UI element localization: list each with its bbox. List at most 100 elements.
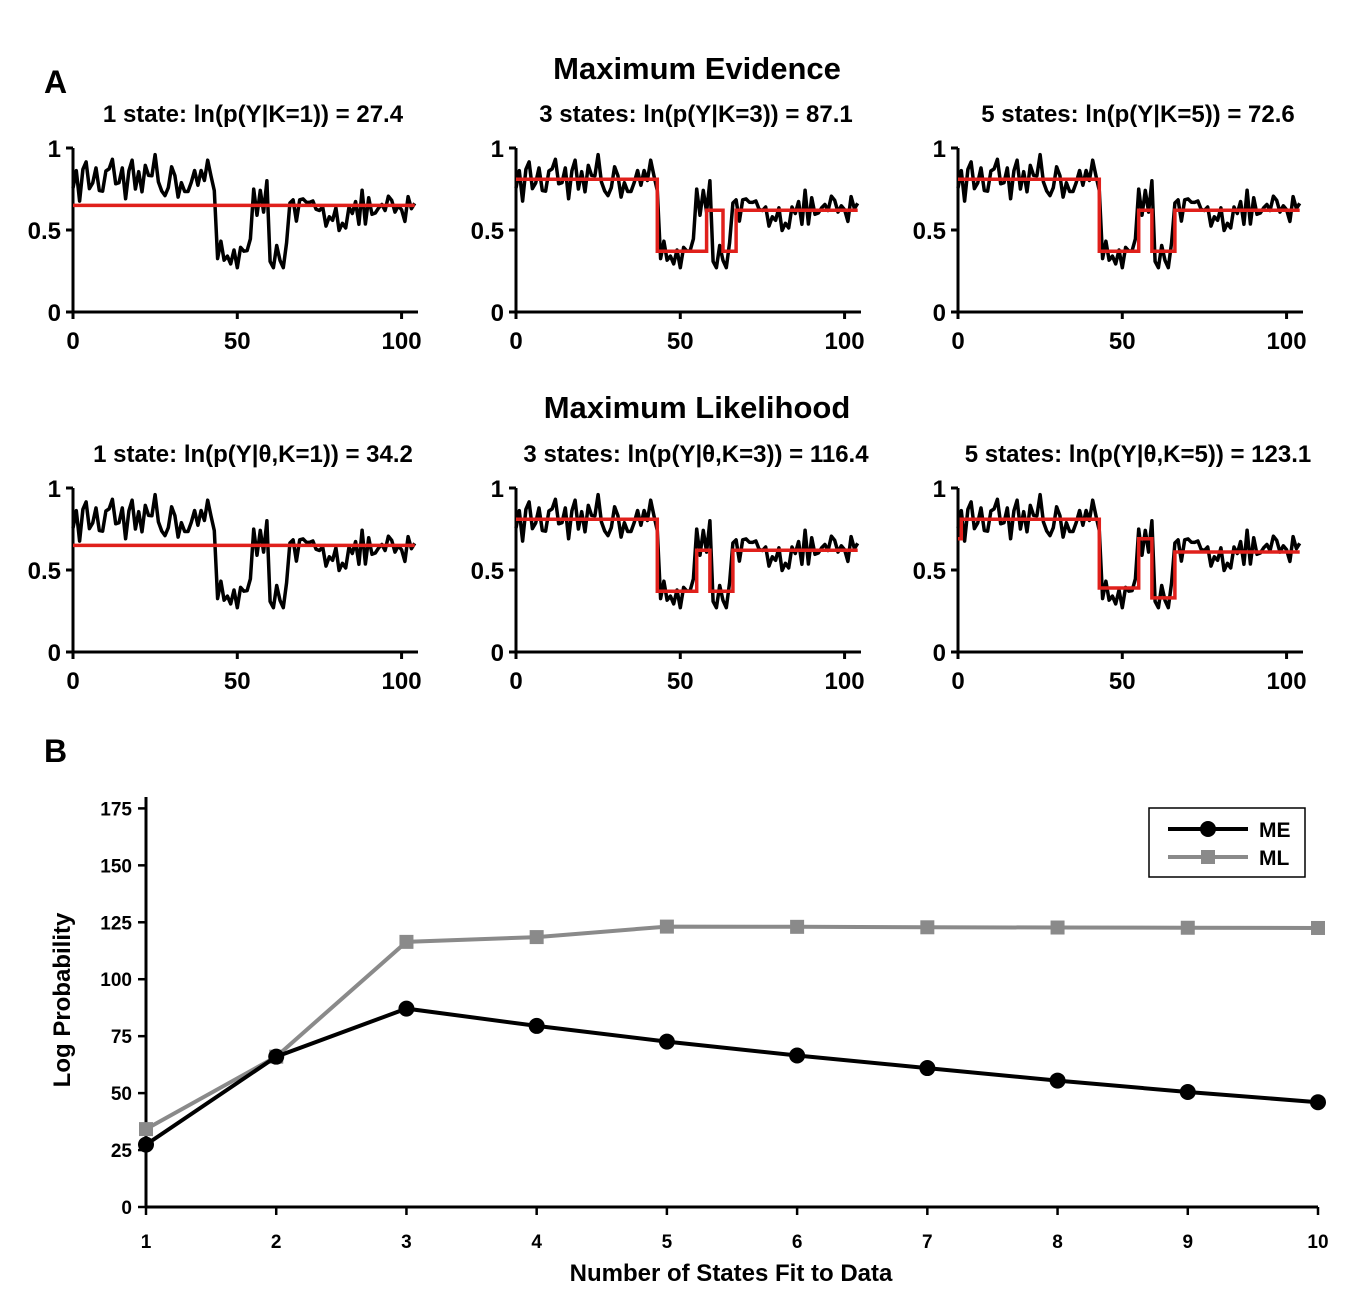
section-title-max-evidence: Maximum Evidence <box>553 51 841 86</box>
subplot-title: 5 states: ln(p(Y|K=5)) = 72.6 <box>981 101 1295 128</box>
x-tick-label: 9 <box>1182 1232 1193 1253</box>
fit-line <box>958 177 1300 254</box>
y-tick-label: 0.5 <box>471 218 504 245</box>
subplot-title: 1 state: ln(p(Y|K=1)) = 27.4 <box>103 101 404 128</box>
y-axis-label: Log Probability <box>49 912 76 1087</box>
y-tick-label: 1 <box>933 136 946 163</box>
series-ml <box>139 919 1325 1137</box>
data-point <box>398 1000 415 1017</box>
y-tick-label: 150 <box>100 856 132 877</box>
data-point <box>1179 1083 1196 1100</box>
data-point <box>659 919 674 934</box>
y-tick-label: 1 <box>491 476 504 503</box>
data-point <box>658 1033 675 1050</box>
x-tick-label: 0 <box>509 668 522 695</box>
x-tick-label: 50 <box>224 668 251 695</box>
x-tick-label: 50 <box>667 668 694 695</box>
y-tick-label: 100 <box>100 970 132 991</box>
x-tick-label: 1 <box>141 1232 152 1253</box>
panel-a-label: A <box>44 64 67 100</box>
y-tick-label: 0 <box>48 640 61 667</box>
y-tick-label: 1 <box>491 136 504 163</box>
y-tick-label: 0.5 <box>471 558 504 585</box>
trace-plot: 3 states: ln(p(Y|K=3)) = 87.1 0 0.5 1 0 50 100 <box>471 101 865 355</box>
panel-b-log-probability-chart: 0 25 50 75 100 125 150 175 1 2 3 4 5 6 7 8 9 10 Number of… <box>49 797 1329 1287</box>
data-point <box>1310 1094 1326 1111</box>
fit-line <box>516 177 858 254</box>
series-me <box>138 1000 1326 1153</box>
y-tick-label: 0.5 <box>913 558 946 585</box>
y-tick-label: 0 <box>491 640 504 667</box>
panel-b-series <box>138 919 1326 1153</box>
legend: ME ML <box>1148 807 1306 878</box>
x-tick-label: 50 <box>1109 668 1136 695</box>
x-tick-label: 8 <box>1052 1232 1063 1253</box>
data-point <box>1049 1072 1066 1089</box>
panel-b-axes: 0 25 50 75 100 125 150 175 1 2 3 4 5 6 7 8 9 10 <box>100 797 1329 1253</box>
data-point <box>920 920 935 935</box>
series-line <box>144 1006 1319 1147</box>
data-point <box>1050 920 1065 935</box>
x-tick-label: 50 <box>224 328 251 355</box>
data-point <box>1311 920 1325 935</box>
x-tick-label: 0 <box>66 328 79 355</box>
x-tick-label: 100 <box>825 328 865 355</box>
trace-plot: 5 states: ln(p(Y|K=5)) = 72.6 0 0.5 1 0 50 100 <box>913 101 1307 355</box>
x-tick-label: 6 <box>792 1232 803 1253</box>
data-point <box>399 934 414 949</box>
data-point <box>528 1017 545 1034</box>
x-tick-label: 5 <box>662 1232 673 1253</box>
legend-box <box>1148 807 1306 878</box>
fit-line <box>516 517 858 594</box>
trace-plot: 5 states: ln(p(Y|θ,K=5)) = 123.1 0 0.5 1 0 50… <box>913 441 1312 695</box>
x-tick-label: 4 <box>531 1232 542 1253</box>
trace-plot: 3 states: ln(p(Y|θ,K=3)) = 116.4 0 0.5 1 0 50… <box>471 441 870 695</box>
fit-line <box>958 517 1300 600</box>
x-tick-label: 50 <box>667 328 694 355</box>
x-tick-label: 0 <box>951 328 964 355</box>
data-point <box>268 1048 285 1065</box>
data-point <box>789 1047 806 1064</box>
x-tick-label: 10 <box>1307 1232 1328 1253</box>
y-tick-label: 0.5 <box>28 218 61 245</box>
legend-me-label: ME <box>1259 819 1291 842</box>
x-tick-label: 0 <box>509 328 522 355</box>
y-tick-label: 75 <box>111 1027 133 1048</box>
trace-plot: 1 state: ln(p(Y|K=1)) = 27.4 0 0.5 1 0 50 100 <box>28 101 422 355</box>
y-tick-label: 125 <box>100 913 132 934</box>
subplot-title: 3 states: ln(p(Y|θ,K=3)) = 116.4 <box>523 441 869 468</box>
y-tick-label: 0 <box>48 300 61 327</box>
data-point <box>138 1136 154 1153</box>
data-point <box>139 1122 153 1137</box>
legend-ml-marker <box>1201 850 1215 864</box>
y-tick-label: 25 <box>111 1141 133 1162</box>
x-tick-label: 100 <box>825 668 865 695</box>
data-trace <box>71 492 417 610</box>
y-tick-label: 0.5 <box>913 218 946 245</box>
data-point <box>529 930 544 945</box>
x-tick-label: 0 <box>66 668 79 695</box>
panel-a-trace-plots: 1 state: ln(p(Y|K=1)) = 27.400.510 50 1003… <box>28 101 1312 695</box>
x-tick-label: 100 <box>1267 328 1307 355</box>
y-tick-label: 0.5 <box>28 558 61 585</box>
subplot-title: 5 states: ln(p(Y|θ,K=5)) = 123.1 <box>965 441 1311 468</box>
x-tick-label: 3 <box>401 1232 412 1253</box>
data-trace <box>956 492 1302 610</box>
x-tick-label: 7 <box>922 1232 933 1253</box>
y-tick-label: 0 <box>933 300 946 327</box>
data-point <box>1180 920 1195 935</box>
y-tick-label: 175 <box>100 799 132 820</box>
y-tick-label: 0 <box>491 300 504 327</box>
y-tick-label: 0 <box>121 1198 132 1219</box>
data-point <box>790 919 805 934</box>
x-tick-label: 100 <box>382 328 422 355</box>
data-trace <box>71 152 417 270</box>
y-tick-label: 50 <box>111 1084 132 1105</box>
data-point <box>919 1060 936 1077</box>
panel-b-label: B <box>44 733 67 769</box>
y-tick-label: 1 <box>933 476 946 503</box>
x-tick-label: 100 <box>1267 668 1307 695</box>
subplot-title: 3 states: ln(p(Y|K=3)) = 87.1 <box>539 101 853 128</box>
x-axis-label: Number of States Fit to Data <box>570 1260 893 1287</box>
section-title-max-likelihood: Maximum Likelihood <box>544 390 851 425</box>
